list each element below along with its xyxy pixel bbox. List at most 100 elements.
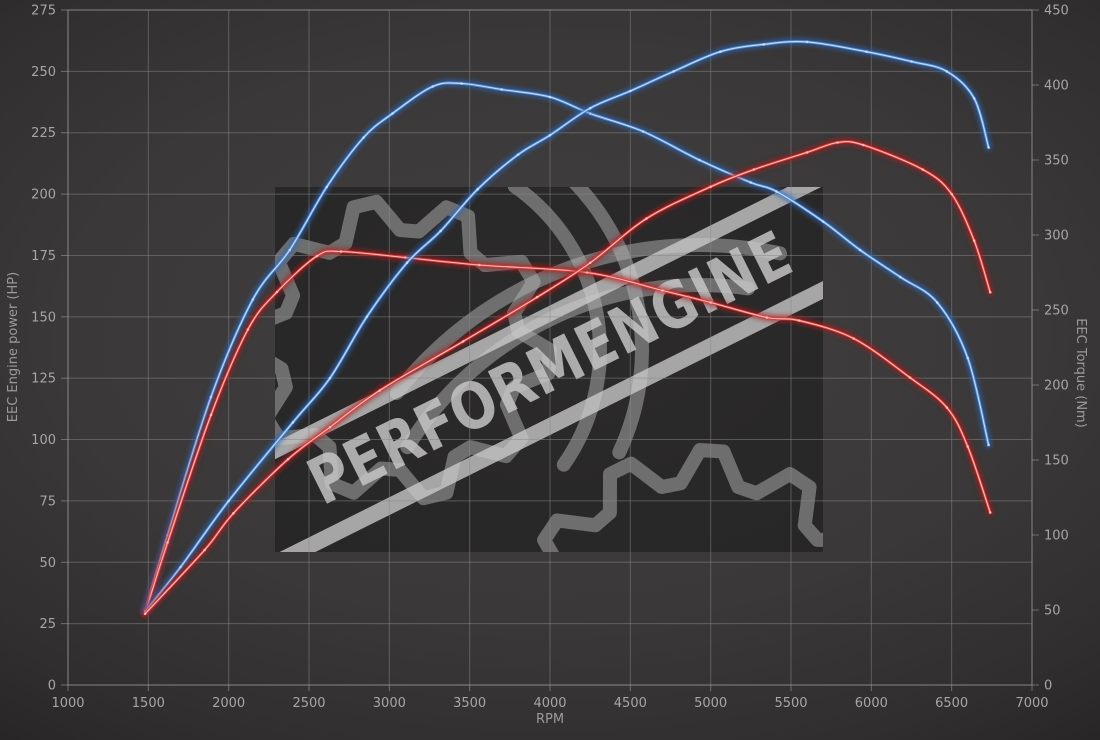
blue-power-marker bbox=[365, 315, 369, 319]
y-right-tick-label: 50 bbox=[1044, 604, 1061, 619]
blue-torque-marker bbox=[251, 298, 255, 301]
blue-torque-marker bbox=[698, 158, 701, 162]
blue-torque-marker bbox=[288, 248, 292, 252]
x-tick-label: 7000 bbox=[1015, 696, 1048, 711]
y-left-tick-label: 100 bbox=[31, 433, 56, 448]
blue-power-marker bbox=[328, 376, 332, 380]
blue-power-marker bbox=[972, 97, 976, 100]
y-right-tick-label: 100 bbox=[1044, 529, 1069, 544]
x-tick-label: 3000 bbox=[373, 696, 406, 711]
red-power-marker bbox=[461, 340, 465, 343]
y-right-tick-label: 300 bbox=[1044, 229, 1069, 244]
x-tick-label: 2000 bbox=[212, 696, 245, 711]
axes-ticks: 1000 1500 2000 2500 3000 3500 4000 4500 5000 5500… bbox=[31, 4, 1069, 712]
blue-torque-marker bbox=[460, 82, 463, 85]
y-left-tick-label: 175 bbox=[31, 249, 56, 264]
red-power-marker bbox=[286, 457, 290, 461]
blue-power-marker bbox=[548, 133, 552, 137]
blue-power-marker bbox=[179, 565, 182, 569]
x-tick-label: 6500 bbox=[935, 696, 968, 711]
x-axis-title: RPM bbox=[536, 712, 564, 727]
y-right-tick-label: 150 bbox=[1044, 454, 1069, 469]
blue-power-marker bbox=[805, 40, 809, 44]
blue-power-marker bbox=[291, 421, 295, 424]
gridlines bbox=[67, 9, 1033, 686]
red-torque-marker bbox=[209, 413, 213, 417]
blue-power-marker bbox=[227, 499, 230, 503]
red-power-marker bbox=[588, 261, 592, 265]
red-power-marker bbox=[921, 168, 924, 171]
blue-power-marker bbox=[588, 106, 592, 110]
y-right-tick-label: 250 bbox=[1044, 304, 1069, 319]
y-right-tick-label: 450 bbox=[1044, 4, 1069, 19]
red-power-marker bbox=[836, 141, 839, 144]
blue-power-marker bbox=[865, 50, 868, 53]
x-tick-label: 3500 bbox=[453, 696, 486, 711]
red-power-marker bbox=[972, 239, 976, 242]
red-power-marker bbox=[752, 168, 756, 171]
watermark-gear-art bbox=[275, 187, 823, 552]
y-left-tick-label: 25 bbox=[39, 617, 56, 632]
y-left-tick-label: 50 bbox=[39, 556, 56, 571]
blue-torque-marker bbox=[899, 275, 902, 279]
series-red-torque bbox=[141, 247, 994, 617]
blue-torque-marker bbox=[325, 185, 329, 189]
blue-power-marker bbox=[987, 146, 990, 149]
x-tick-label: 5000 bbox=[694, 696, 727, 711]
blue-torque-marker bbox=[209, 395, 213, 399]
x-tick-label: 1000 bbox=[51, 696, 84, 711]
blue-power-marker bbox=[476, 187, 480, 191]
x-tick-label: 1500 bbox=[132, 696, 165, 711]
blue-power-marker bbox=[945, 70, 949, 73]
red-torque-marker bbox=[585, 271, 589, 274]
blue-torque-marker bbox=[548, 95, 552, 99]
blue-torque-marker bbox=[749, 181, 753, 184]
y-axis-left-title: EEC Engine power (HP) bbox=[6, 272, 21, 422]
red-torque-marker bbox=[709, 301, 712, 304]
gear-icon bbox=[275, 194, 557, 506]
y-left-tick-label: 225 bbox=[31, 126, 56, 141]
blue-torque-marker bbox=[966, 356, 969, 360]
blue-torque-marker bbox=[987, 443, 990, 447]
blue-torque-marker bbox=[935, 301, 939, 304]
red-torque-marker bbox=[246, 328, 250, 331]
red-torque-marker bbox=[339, 250, 343, 253]
blue-power-marker bbox=[910, 60, 913, 63]
y-left-tick-label: 200 bbox=[31, 188, 56, 203]
blue-torque-marker bbox=[431, 85, 435, 88]
gear-inner-arc bbox=[507, 187, 607, 472]
blue-power-marker bbox=[672, 70, 675, 73]
red-torque-marker bbox=[988, 511, 992, 514]
plot-border bbox=[67, 9, 1033, 686]
series-blue-torque bbox=[141, 79, 993, 614]
series-red-power bbox=[141, 137, 994, 618]
red-power-marker bbox=[535, 295, 539, 299]
blue-power-core bbox=[144, 40, 990, 612]
red-power-marker bbox=[143, 612, 147, 616]
y-axis-right-title: EEC Torque (Nm) bbox=[1073, 318, 1088, 428]
blue-power-marker bbox=[762, 43, 765, 46]
y-left-tick-label: 275 bbox=[31, 4, 56, 19]
blue-torque-marker bbox=[775, 190, 778, 193]
y-right-tick-label: 200 bbox=[1044, 379, 1069, 394]
y-left-tick-label: 150 bbox=[31, 310, 56, 325]
red-power-marker bbox=[862, 143, 865, 147]
red-torque-marker bbox=[404, 256, 407, 259]
blue-power-marker bbox=[629, 89, 632, 93]
stripe bbox=[275, 187, 823, 479]
red-torque-marker bbox=[765, 316, 769, 319]
red-torque-marker bbox=[908, 376, 912, 379]
red-torque-marker bbox=[275, 290, 279, 294]
blue-torque-marker bbox=[362, 136, 365, 139]
x-tick-label: 4500 bbox=[614, 696, 647, 711]
red-power-marker bbox=[709, 185, 712, 188]
y-left-tick-label: 250 bbox=[31, 65, 56, 80]
y-right-tick-label: 350 bbox=[1044, 154, 1069, 169]
blue-torque-marker bbox=[500, 88, 504, 91]
blue-torque-marker bbox=[858, 248, 862, 252]
red-torque-marker bbox=[852, 337, 855, 340]
stripe bbox=[275, 260, 823, 552]
red-torque-core bbox=[144, 250, 991, 614]
